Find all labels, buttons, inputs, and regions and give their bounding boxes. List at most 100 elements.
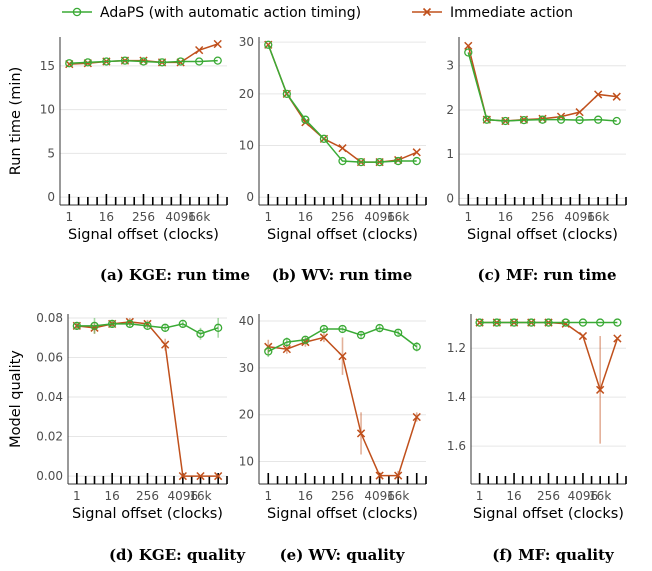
- series-line-adaps: [69, 59, 218, 64]
- x-tick-label: 16k: [387, 210, 409, 224]
- data-point-adaps: [90, 321, 99, 331]
- data-point-adaps: [338, 324, 347, 334]
- data-point-adaps: [375, 323, 384, 333]
- y-tick-label: 0: [246, 190, 254, 204]
- data-point-adaps: [319, 324, 329, 334]
- y-tick-label: 20: [239, 87, 254, 101]
- data-point-adaps: [501, 116, 510, 126]
- data-point-adaps: [195, 57, 204, 66]
- data-point-adaps: [412, 156, 421, 166]
- data-point-adaps: [509, 318, 519, 327]
- x-tick-label: 16: [506, 489, 521, 503]
- x-tick-label: 1: [264, 489, 272, 503]
- series-line-adaps: [467, 52, 617, 122]
- legend-label-adaps: AdaPS (with automatic action timing): [100, 5, 361, 21]
- data-point-adaps: [482, 115, 491, 124]
- y-tick-label: 5: [47, 146, 55, 160]
- data-point-adaps: [72, 321, 81, 331]
- series-immediate: [65, 39, 222, 69]
- x-tick-label: 16: [99, 210, 114, 224]
- y-tick-label: 1.4: [447, 390, 466, 404]
- data-point-immediate: [594, 90, 603, 99]
- x-tick-label: 4096: [168, 489, 199, 503]
- panel-caption: (a) KGE: run time: [100, 266, 250, 284]
- data-point-adaps: [527, 318, 536, 327]
- data-point-immediate: [161, 340, 170, 349]
- panel-caption: (d) KGE: quality: [109, 546, 246, 564]
- legend: AdaPS (with automatic action timing) Imm…: [62, 5, 573, 21]
- panel-caption: (e) WV: quality: [280, 546, 406, 564]
- data-point-adaps: [575, 115, 584, 125]
- series-adaps: [72, 317, 223, 340]
- y-tick-label: 30: [239, 361, 254, 375]
- data-point-immediate: [319, 333, 329, 342]
- data-point-adaps: [594, 115, 603, 124]
- x-tick-label: 16k: [589, 489, 611, 503]
- x-tick-label: 16: [498, 210, 513, 224]
- series-adaps: [65, 56, 222, 68]
- data-point-adaps: [157, 58, 167, 67]
- legend-label-immediate: Immediate action: [450, 5, 573, 21]
- x-tick-label: 4096: [564, 210, 595, 224]
- x-axis-label: Signal offset (clocks): [72, 506, 223, 522]
- y-tick-label: 1.2: [447, 341, 466, 355]
- series-adaps: [464, 48, 621, 126]
- data-point-immediate: [578, 331, 588, 341]
- data-point-immediate: [214, 471, 223, 481]
- x-axis-label: Signal offset (clocks): [267, 227, 418, 243]
- x-tick-label: 1: [73, 489, 81, 503]
- data-point-adaps: [356, 157, 366, 167]
- data-point-adaps: [213, 56, 222, 65]
- y-tick-label: 1: [446, 147, 454, 161]
- y-tick-label: 2: [446, 103, 454, 117]
- x-tick-label: 1: [264, 210, 272, 224]
- data-point-immediate: [394, 471, 403, 480]
- data-point-adaps: [282, 89, 291, 99]
- data-point-adaps: [412, 342, 421, 351]
- data-point-immediate: [356, 429, 366, 438]
- data-point-immediate: [613, 334, 622, 343]
- data-point-adaps: [143, 321, 152, 331]
- series-line-adaps: [76, 323, 219, 335]
- data-point-adaps: [613, 318, 622, 327]
- y-tick-label: 20: [239, 408, 254, 422]
- data-point-adaps: [475, 318, 484, 327]
- data-point-immediate: [412, 412, 421, 422]
- x-tick-label: 256: [531, 210, 554, 224]
- y-axis-label: Model quality: [8, 350, 24, 448]
- data-point-adaps: [544, 318, 553, 327]
- panel-caption: (b) WV: run time: [272, 266, 413, 284]
- data-point-immediate: [375, 471, 384, 480]
- y-tick-label: 0.08: [36, 311, 63, 325]
- y-tick-label: 0.02: [36, 430, 63, 444]
- data-point-adaps: [561, 318, 570, 327]
- data-point-immediate: [213, 39, 222, 49]
- data-point-immediate: [575, 108, 584, 117]
- data-point-immediate: [394, 155, 403, 165]
- data-point-immediate: [338, 352, 347, 361]
- data-point-immediate: [596, 385, 605, 394]
- x-tick-label: 256: [136, 489, 159, 503]
- data-point-adaps: [538, 115, 547, 124]
- x-tick-label: 16: [298, 489, 313, 503]
- y-tick-label: 10: [239, 455, 254, 469]
- y-tick-label: 0.04: [36, 390, 63, 404]
- data-point-immediate: [561, 319, 570, 328]
- data-point-adaps: [214, 323, 223, 332]
- x-tick-label: 256: [537, 489, 560, 503]
- data-point-adaps: [319, 134, 329, 143]
- data-point-immediate: [612, 92, 621, 101]
- panel-caption: (f) MF: quality: [492, 546, 615, 564]
- x-axis-label: Signal offset (clocks): [467, 227, 618, 243]
- data-point-adaps: [264, 40, 273, 49]
- x-tick-label: 4096: [568, 489, 599, 503]
- data-point-immediate: [282, 344, 291, 354]
- data-point-immediate: [178, 471, 187, 481]
- x-minor-ticks: [478, 473, 627, 484]
- y-tick-label: 10: [239, 139, 254, 153]
- legend-marker-immediate: [422, 7, 432, 17]
- x-tick-label: 1: [464, 210, 472, 224]
- x-axis-label: Signal offset (clocks): [267, 506, 418, 522]
